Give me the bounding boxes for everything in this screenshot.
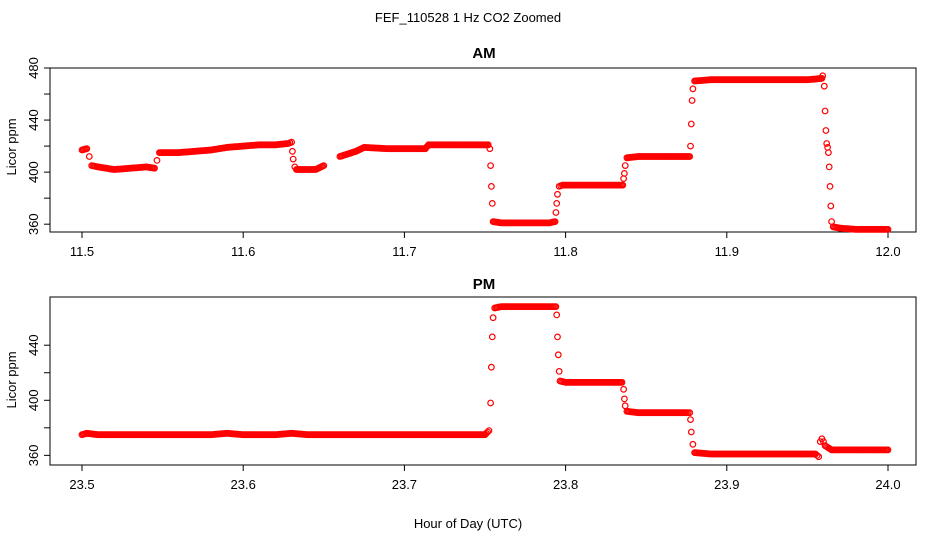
- data-point: [687, 142, 694, 150]
- data-point: [484, 428, 492, 436]
- x-tick-label: 11.6: [231, 244, 255, 259]
- y-axis-label-pm: Licor ppm: [4, 351, 19, 408]
- data-point: [621, 395, 628, 403]
- y-tick-label: 440: [26, 334, 41, 356]
- data-point: [289, 155, 297, 163]
- panel-title-pm: PM: [473, 276, 496, 293]
- x-tick-label: 24.0: [875, 477, 900, 492]
- data-point: [553, 199, 561, 207]
- x-tick-label: 23.6: [231, 477, 256, 492]
- x-tick-label: 11.8: [553, 244, 577, 259]
- data-point: [555, 368, 563, 375]
- y-tick-label: 400: [26, 161, 41, 183]
- data-point: [821, 107, 829, 115]
- data-point: [554, 190, 561, 198]
- data-point: [554, 333, 561, 341]
- x-tick-label: 23.7: [392, 477, 417, 492]
- data-point: [487, 399, 495, 407]
- data-point: [488, 199, 496, 207]
- data-point: [552, 209, 560, 216]
- data-point: [686, 153, 694, 160]
- data-point: [489, 314, 497, 322]
- x-tick-label: 12.0: [875, 244, 900, 259]
- x-tick-label: 23.8: [553, 477, 578, 492]
- data-point: [687, 120, 695, 128]
- data-point: [289, 147, 296, 155]
- data-point: [553, 311, 561, 319]
- data-point: [320, 162, 328, 170]
- data-point: [487, 162, 495, 170]
- data-point: [488, 182, 495, 190]
- data-point: [85, 153, 93, 160]
- chart-title: FEF_110528 1 Hz CO2 Zoomed: [375, 10, 561, 25]
- data-point: [819, 72, 827, 80]
- x-tick-label: 11.9: [715, 244, 739, 259]
- data-point: [288, 138, 296, 146]
- y-tick-label: 480: [26, 57, 41, 79]
- data-point: [554, 351, 562, 359]
- data-point: [619, 181, 627, 189]
- data-point: [686, 409, 694, 417]
- data-point: [689, 85, 697, 93]
- y-tick-label: 400: [26, 389, 41, 411]
- plot-frame-am: [49, 67, 917, 233]
- data-point: [687, 416, 694, 424]
- y-tick-label: 360: [26, 445, 41, 467]
- data-point: [884, 446, 892, 454]
- data-point: [621, 402, 629, 410]
- data-point: [151, 164, 158, 172]
- data-point: [153, 156, 161, 164]
- data-point: [620, 385, 627, 393]
- data-point: [687, 428, 695, 436]
- data-point: [827, 202, 835, 210]
- data-point: [822, 127, 830, 134]
- data-point: [813, 452, 821, 459]
- y-tick-label: 360: [26, 213, 41, 235]
- x-tick-label: 23.9: [714, 477, 739, 492]
- data-point: [825, 149, 832, 157]
- data-point: [884, 225, 892, 233]
- data-point: [484, 141, 492, 149]
- data-point: [485, 427, 493, 435]
- data-point: [486, 145, 494, 153]
- data-point: [825, 163, 833, 171]
- data-point: [820, 82, 828, 90]
- x-tick-label: 11.7: [392, 244, 416, 259]
- x-axis-label: Hour of Day (UTC): [414, 516, 522, 531]
- data-point: [815, 453, 823, 461]
- x-tick-label: 11.5: [70, 244, 94, 259]
- x-tick-label: 23.5: [69, 477, 94, 492]
- data-point: [552, 303, 560, 311]
- data-point: [618, 379, 626, 386]
- panel-am: AM Licor ppm 11.5 11.6 11.7 11.8 11.9 12.0 360…: [4, 45, 917, 259]
- y-axis-label-am: Licor ppm: [4, 118, 19, 175]
- data-point: [689, 440, 697, 448]
- data-point: [688, 97, 696, 104]
- data-point: [488, 363, 495, 371]
- data-point: [820, 438, 827, 446]
- data-point: [488, 333, 496, 341]
- panel-pm: PM Licor ppm 23.5 23.6 23.7 23.8 23.9 24.0 360…: [4, 276, 917, 492]
- data-point: [83, 145, 91, 153]
- data-point: [621, 169, 628, 177]
- plot-frame-pm: [49, 296, 917, 466]
- data-point: [823, 140, 831, 147]
- data-point: [551, 218, 559, 226]
- data-point: [621, 162, 629, 170]
- panel-title-am: AM: [472, 45, 495, 62]
- y-tick-label: 440: [26, 109, 41, 131]
- data-point: [826, 182, 834, 190]
